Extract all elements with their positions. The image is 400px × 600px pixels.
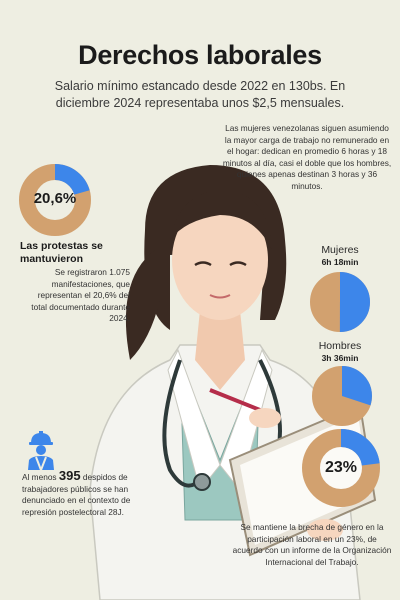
gender-gap-text: Se mantiene la brecha de género en la pa… (232, 522, 392, 567)
gender-gap-percent: 23% (324, 459, 358, 476)
women-time: 6h 18min (321, 257, 359, 267)
dismissals-text: Al menos 395 despidos de trabajadores pú… (22, 468, 132, 518)
protests-text: Se registraron 1.075 manifestaciones, qu… (31, 267, 130, 323)
dismissals-number: 395 (58, 468, 81, 483)
men-pie-segment (312, 366, 372, 426)
dismissals-description: despidos de trabajadores públicos se han… (22, 472, 131, 517)
page-title: Derechos laborales (78, 40, 322, 70)
women-pie-segment (310, 272, 370, 332)
dismissals-prefix: Al menos (22, 472, 57, 482)
construction-worker-icon (28, 431, 54, 470)
men-label: Hombres (318, 340, 362, 352)
women-label: Mujeres (321, 244, 359, 256)
protests-donut-segment (19, 164, 91, 236)
protests-percent: 20,6% (33, 190, 77, 207)
page-subtitle: Salario mínimo estancado desde 2022 en 1… (54, 79, 346, 110)
gender-gap-donut-segment (302, 429, 380, 507)
protests-heading: Las protestas se mantuvieron (20, 240, 103, 265)
unpaid-work-text: Las mujeres venezolanas siguen asumiendo… (222, 123, 392, 191)
men-time: 3h 36min (321, 353, 359, 363)
